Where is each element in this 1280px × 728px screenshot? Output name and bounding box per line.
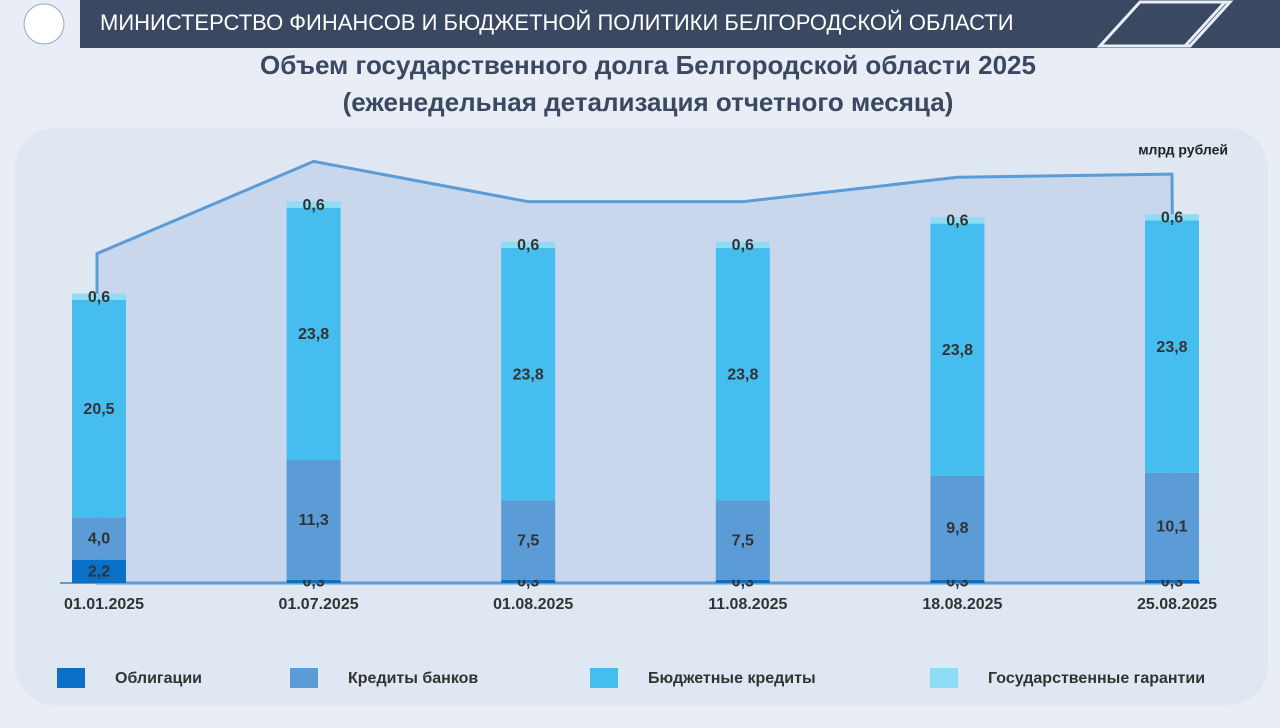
value-label: 0,6 [1161,210,1183,227]
value-label: 7,5 [517,532,539,549]
legend-swatch [290,668,318,688]
bar-segment [930,217,985,224]
value-label: 23,8 [1156,339,1187,356]
value-label: 20,5 [83,401,114,418]
bar-segment [72,299,126,518]
bar-segment [715,241,770,249]
bar-segment [286,201,341,208]
legend-swatch [57,668,85,688]
logo [23,3,65,45]
bar-segment [715,500,770,580]
x-tick-label: 01.07.2025 [279,596,359,613]
bar-segment [1145,579,1199,583]
bar-segment [72,293,126,300]
value-label: 0,6 [732,237,754,254]
bar-segment [501,500,556,580]
chart-title: Объем государственного долга Белгородско… [260,50,1036,80]
x-tick-label: 25.08.2025 [1137,596,1217,613]
bar-segment [501,241,556,249]
legend-label: Облигации [115,670,202,687]
bar-segment [1145,214,1199,221]
legend-swatch [590,668,618,688]
value-label: 11,3 [298,512,328,529]
value-label: 23,8 [298,326,329,343]
bar-segment [286,579,341,583]
legend-swatch [930,668,958,688]
value-label: 0,6 [302,197,324,214]
bar-segment [930,579,985,583]
value-label: 7,5 [732,532,754,549]
chart-subtitle: (еженедельная детализация отчетного меся… [343,87,954,117]
bar-segment [501,248,556,501]
bar-segment [1145,220,1199,473]
bar-segment [72,559,126,583]
value-label: 23,8 [727,366,758,383]
backdrop-area [95,159,1177,585]
x-tick-label: 01.08.2025 [493,596,573,613]
bar-segment [1145,472,1199,580]
x-tick-label: 01.01.2025 [64,596,144,613]
value-label: 0,6 [88,289,110,306]
value-label: 0,6 [517,237,539,254]
bar-segment [930,223,985,476]
bar-segment [72,517,126,560]
x-tick-label: 18.08.2025 [922,596,1002,613]
value-label: 4,0 [88,531,110,548]
value-label: 9,8 [946,520,968,537]
unit-label: млрд рублей [1138,142,1228,158]
bar-segment [286,460,341,580]
legend-label: Бюджетные кредиты [648,670,816,687]
bar-segment [930,475,985,580]
bar-segment [715,248,770,501]
legend-label: Государственные гарантии [988,670,1205,687]
value-label: 23,8 [942,342,973,359]
backdrop [95,159,1177,585]
value-label: 2,2 [88,564,110,581]
bar-segment [715,579,770,583]
value-label: 10,1 [1156,519,1187,536]
x-tick-label: 11.08.2025 [708,596,787,613]
header-band [0,0,1280,48]
bar-segment [286,207,341,461]
legend-label: Кредиты банков [348,670,478,687]
value-label: 0,6 [946,213,968,230]
header-title: МИНИСТЕРСТВО ФИНАНСОВ И БЮДЖЕТНОЙ ПОЛИТИ… [100,10,1014,35]
bar-segment [501,579,556,583]
header-decoration [1096,0,1234,48]
value-label: 23,8 [513,366,544,383]
